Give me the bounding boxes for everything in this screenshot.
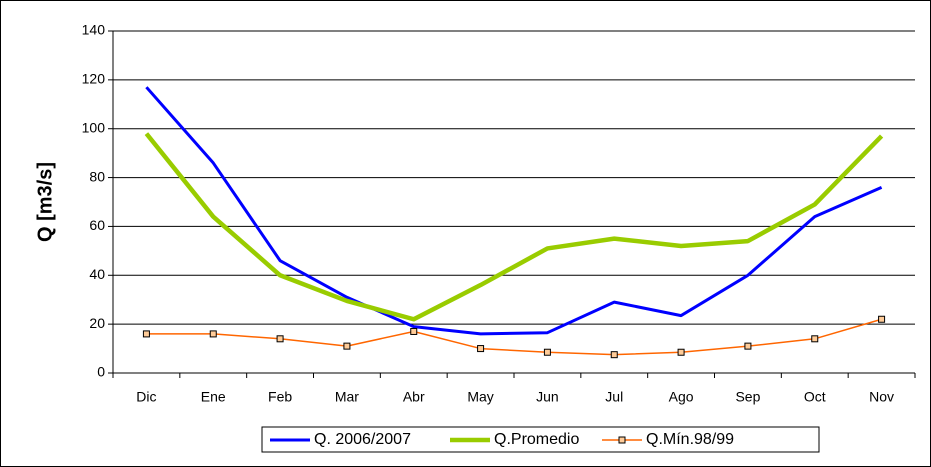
x-tick-label: Sep <box>735 389 760 405</box>
y-tick-label: 20 <box>89 315 105 331</box>
point-marker <box>343 342 351 350</box>
point-marker <box>477 345 485 353</box>
point-marker <box>543 348 551 356</box>
legend-marker <box>618 436 626 444</box>
point-marker <box>142 330 150 338</box>
x-tick-label: Dic <box>136 389 156 405</box>
x-tick-label: Ago <box>669 389 694 405</box>
point-marker <box>677 348 685 356</box>
x-tick-label: Jun <box>536 389 559 405</box>
x-tick-label: Abr <box>403 389 425 405</box>
point-marker <box>878 315 886 323</box>
series-line <box>144 132 884 322</box>
y-tick-label: 140 <box>82 22 106 38</box>
series-line <box>145 86 883 336</box>
legend-label: Q. 2006/2007 <box>314 431 411 448</box>
x-tick-label: Nov <box>869 389 894 405</box>
x-tick-label: Ene <box>201 389 226 405</box>
x-tick-label: Feb <box>268 389 292 405</box>
series-line <box>146 318 882 356</box>
x-tick-label: Oct <box>804 389 826 405</box>
point-marker <box>276 335 284 343</box>
point-marker <box>744 342 752 350</box>
x-tick-label: May <box>467 389 493 405</box>
legend-label: Q.Promedio <box>494 431 579 448</box>
legend-box <box>261 426 820 453</box>
point-marker <box>811 335 819 343</box>
y-tick-label: 100 <box>82 119 106 135</box>
point-marker <box>410 327 418 335</box>
y-tick-label: 40 <box>89 266 105 282</box>
x-tick-label: Mar <box>335 389 359 405</box>
y-axis-label: Q [m3/s] <box>34 162 56 242</box>
point-marker <box>209 330 217 338</box>
y-tick-label: 120 <box>82 71 106 87</box>
point-marker <box>610 351 618 359</box>
y-tick-label: 60 <box>89 217 105 233</box>
y-tick-label: 0 <box>97 364 105 380</box>
x-tick-label: Jul <box>605 389 623 405</box>
legend-label: Q.Mín.98/99 <box>646 431 734 448</box>
y-tick-label: 80 <box>89 168 105 184</box>
